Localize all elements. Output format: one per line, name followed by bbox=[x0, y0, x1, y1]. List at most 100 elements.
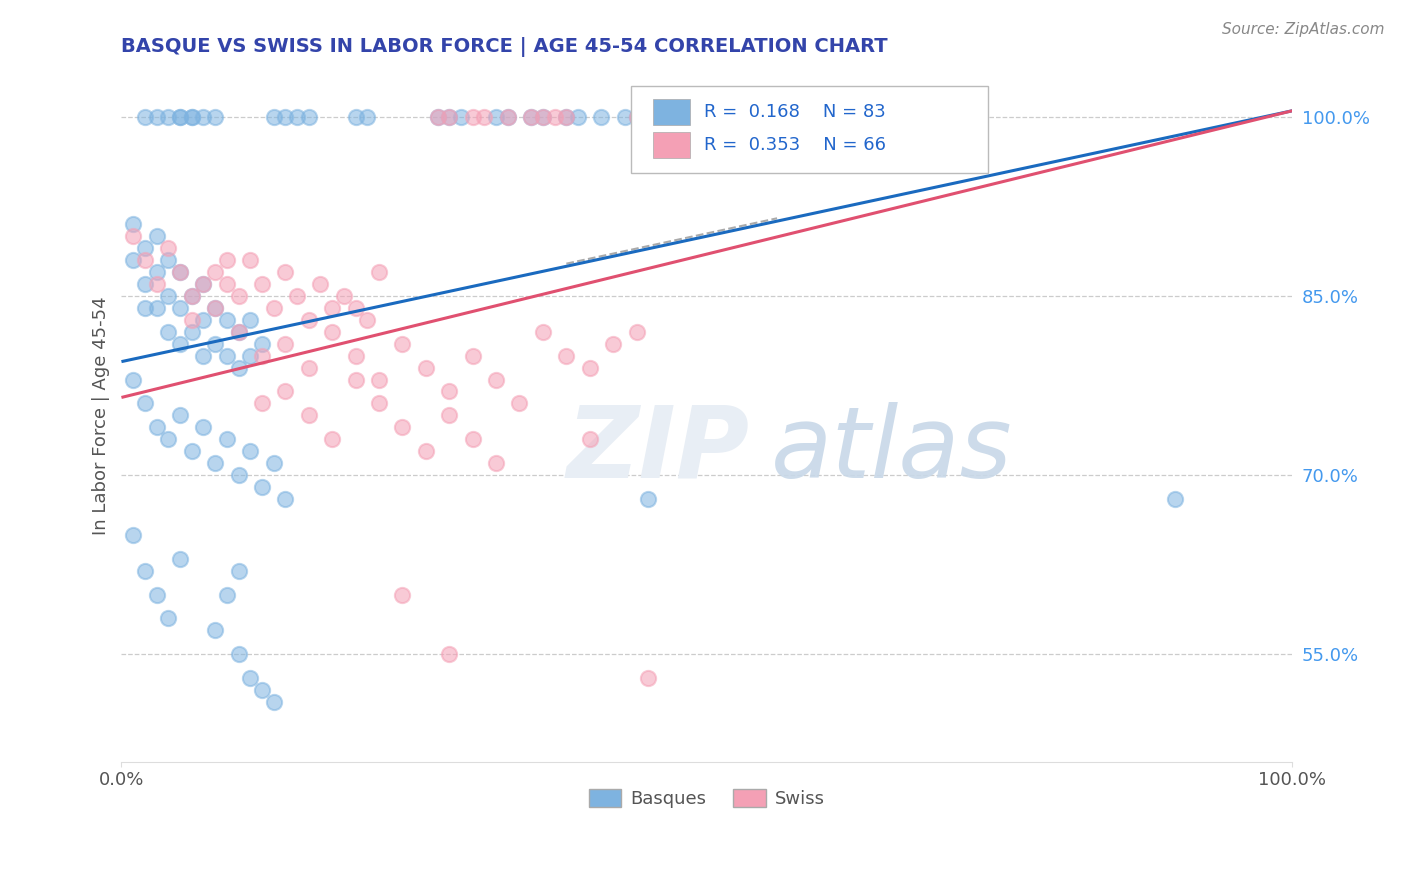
Point bbox=[157, 110, 180, 124]
Point bbox=[1164, 491, 1187, 506]
Point bbox=[215, 253, 238, 268]
Point bbox=[204, 110, 226, 124]
Point bbox=[298, 360, 321, 375]
Point bbox=[204, 336, 226, 351]
Point bbox=[204, 265, 226, 279]
Point bbox=[215, 588, 238, 602]
Point bbox=[145, 265, 167, 279]
Point bbox=[344, 110, 367, 124]
Text: BASQUE VS SWISS IN LABOR FORCE | AGE 45-54 CORRELATION CHART: BASQUE VS SWISS IN LABOR FORCE | AGE 45-… bbox=[121, 37, 889, 57]
Point bbox=[145, 301, 167, 315]
Point bbox=[228, 289, 250, 303]
Point bbox=[169, 265, 191, 279]
Point bbox=[485, 372, 508, 386]
Point bbox=[180, 289, 202, 303]
Point bbox=[122, 528, 145, 542]
Point bbox=[321, 325, 343, 339]
Point bbox=[626, 110, 648, 124]
Point bbox=[602, 336, 624, 351]
Point bbox=[439, 110, 461, 124]
Point bbox=[274, 491, 297, 506]
Point bbox=[215, 277, 238, 291]
Point bbox=[415, 360, 437, 375]
Point bbox=[415, 444, 437, 458]
Point bbox=[145, 588, 167, 602]
Point bbox=[356, 313, 378, 327]
Point bbox=[193, 349, 215, 363]
Point bbox=[169, 409, 191, 423]
Point bbox=[134, 253, 156, 268]
Point bbox=[169, 301, 191, 315]
Point bbox=[344, 372, 367, 386]
Point bbox=[333, 289, 356, 303]
Point bbox=[485, 110, 508, 124]
Point bbox=[356, 110, 378, 124]
Point bbox=[439, 384, 461, 399]
Point bbox=[145, 110, 167, 124]
Point bbox=[180, 289, 202, 303]
Point bbox=[134, 241, 156, 255]
Point bbox=[215, 349, 238, 363]
Point bbox=[520, 110, 543, 124]
Point bbox=[555, 349, 578, 363]
Point bbox=[461, 110, 484, 124]
Point bbox=[626, 325, 648, 339]
Point bbox=[485, 456, 508, 470]
Point bbox=[555, 110, 578, 124]
Point bbox=[228, 325, 250, 339]
Point bbox=[134, 301, 156, 315]
Point bbox=[250, 349, 273, 363]
Point bbox=[298, 313, 321, 327]
Point bbox=[461, 432, 484, 446]
Point bbox=[169, 110, 191, 124]
Point bbox=[474, 110, 496, 124]
Point bbox=[157, 325, 180, 339]
Point bbox=[204, 301, 226, 315]
Point bbox=[239, 313, 262, 327]
Point bbox=[368, 372, 391, 386]
Point bbox=[157, 253, 180, 268]
Point bbox=[637, 491, 659, 506]
Point bbox=[215, 432, 238, 446]
Point bbox=[193, 420, 215, 434]
Point bbox=[578, 360, 600, 375]
Point bbox=[134, 110, 156, 124]
Point bbox=[180, 325, 202, 339]
Point bbox=[263, 110, 285, 124]
Point bbox=[391, 588, 413, 602]
Point bbox=[531, 325, 554, 339]
Y-axis label: In Labor Force | Age 45-54: In Labor Force | Age 45-54 bbox=[93, 296, 110, 534]
Point bbox=[543, 110, 565, 124]
Point bbox=[263, 301, 285, 315]
Point bbox=[626, 110, 648, 124]
Point bbox=[368, 265, 391, 279]
Point bbox=[285, 110, 308, 124]
Point bbox=[368, 396, 391, 410]
Point bbox=[531, 110, 554, 124]
Point bbox=[145, 229, 167, 244]
Point bbox=[204, 624, 226, 638]
Point bbox=[228, 564, 250, 578]
Point bbox=[567, 110, 589, 124]
Point bbox=[204, 301, 226, 315]
Point bbox=[228, 468, 250, 483]
Point bbox=[122, 229, 145, 244]
Point bbox=[250, 396, 273, 410]
Point bbox=[157, 289, 180, 303]
Point bbox=[250, 683, 273, 698]
Point bbox=[613, 110, 636, 124]
Point bbox=[122, 253, 145, 268]
Point bbox=[134, 564, 156, 578]
Point bbox=[193, 277, 215, 291]
Point bbox=[637, 671, 659, 685]
Point bbox=[193, 313, 215, 327]
Point bbox=[426, 110, 449, 124]
Point bbox=[285, 289, 308, 303]
Point bbox=[263, 456, 285, 470]
Point bbox=[169, 265, 191, 279]
Text: Source: ZipAtlas.com: Source: ZipAtlas.com bbox=[1222, 22, 1385, 37]
Text: atlas: atlas bbox=[772, 401, 1012, 499]
Point bbox=[145, 277, 167, 291]
FancyBboxPatch shape bbox=[652, 99, 690, 125]
Point bbox=[239, 349, 262, 363]
